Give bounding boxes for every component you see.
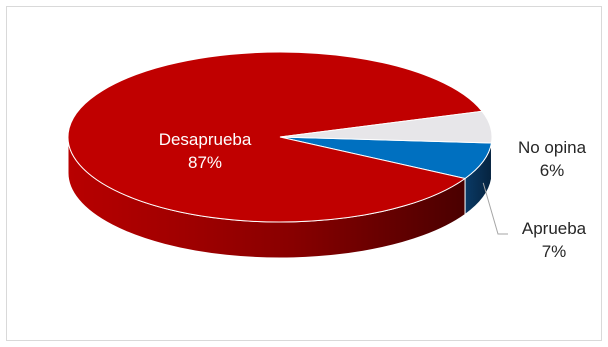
label-desaprueba-name: Desaprueba [159,130,252,149]
slice-top-no-opina [279,110,493,144]
label-no-opina-value: 6% [540,161,565,180]
label-desaprueba: Desaprueba 87% [159,130,252,172]
label-no-opina-name: No opina [518,138,587,157]
pie-top [67,51,493,223]
label-desaprueba-value: 87% [188,153,222,172]
aprueba-leader-line [482,182,508,235]
label-aprueba-name: Aprueba [522,219,587,238]
slice-top-desaprueba [67,51,484,223]
label-aprueba-value: 7% [542,242,567,261]
label-no-opina: No opina 6% [518,138,587,180]
label-aprueba: Aprueba 7% [522,219,587,261]
